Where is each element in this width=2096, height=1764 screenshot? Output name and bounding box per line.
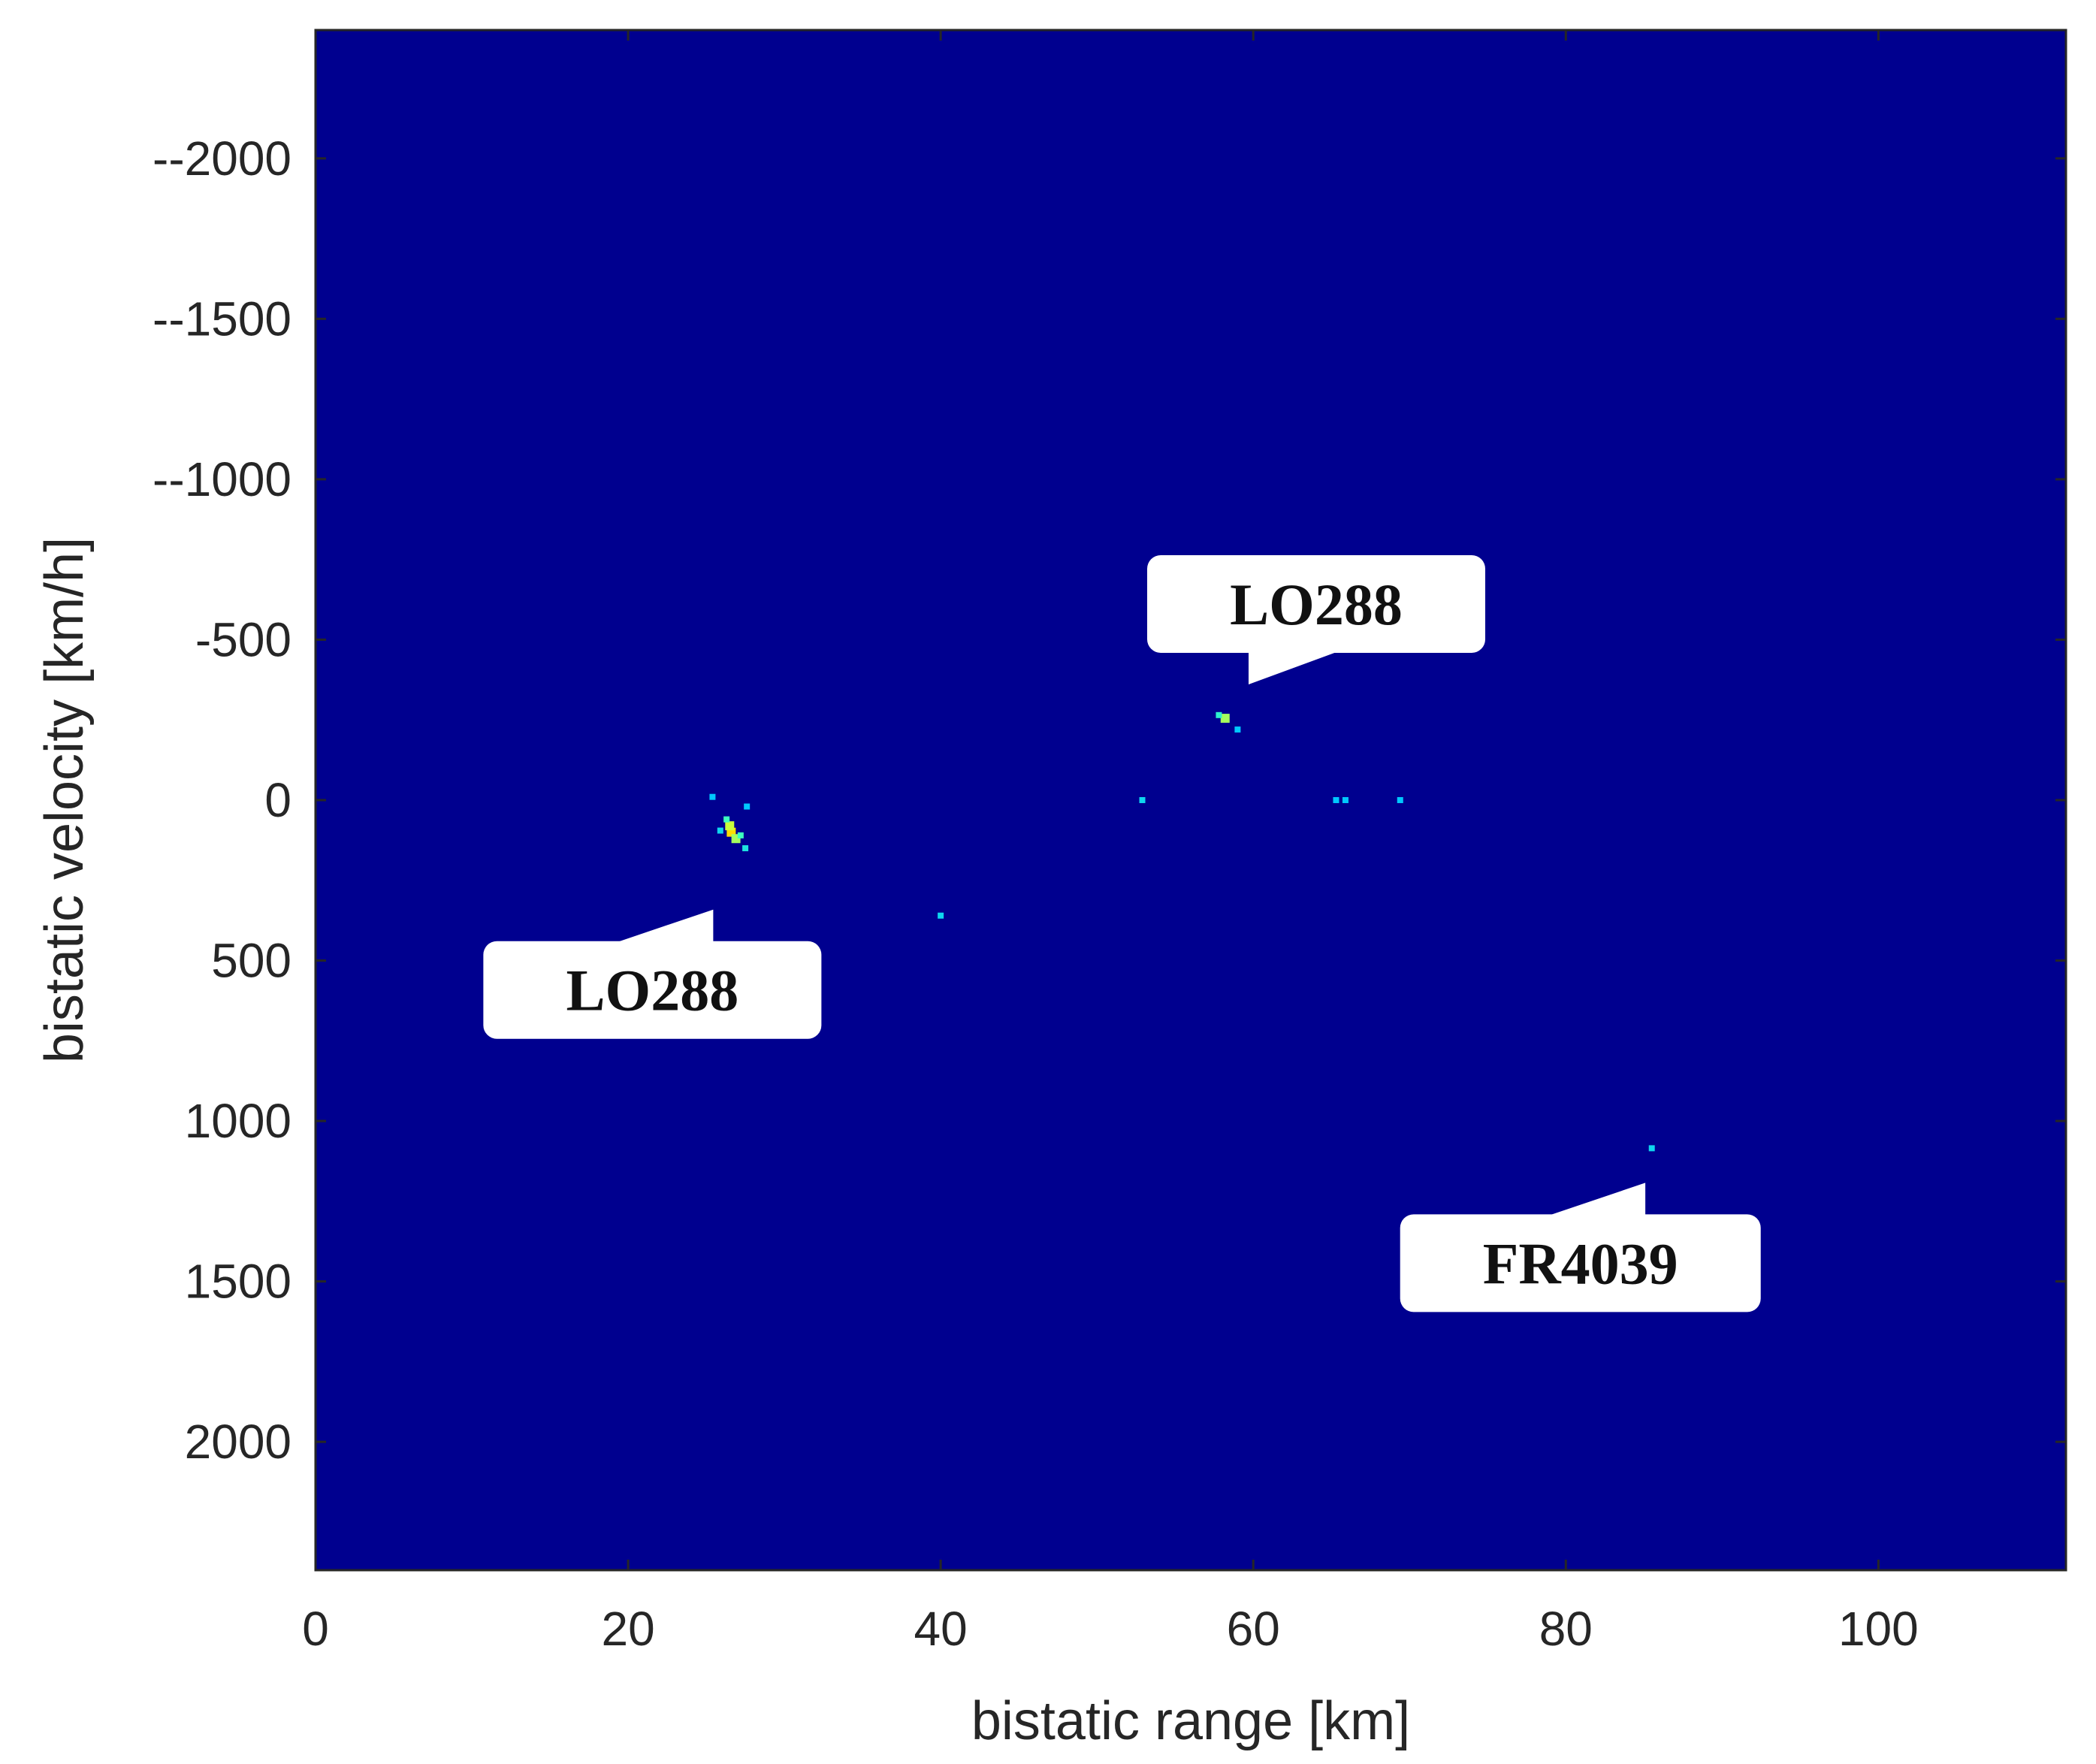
x-tick-label: 60 bbox=[1227, 1602, 1280, 1656]
x-tick-label: 20 bbox=[601, 1602, 654, 1656]
data-point bbox=[744, 803, 751, 810]
callout: FR4039 bbox=[1400, 1183, 1761, 1312]
y-tick-label: -500 bbox=[195, 612, 291, 666]
y-tick-label: --1500 bbox=[153, 291, 291, 346]
annotations: LO288 LO288 FR4039 bbox=[483, 554, 1761, 1312]
y-tick-label: 2000 bbox=[185, 1415, 291, 1469]
callout-pointer bbox=[615, 909, 714, 943]
plot-area bbox=[316, 30, 2066, 1570]
callout-box bbox=[483, 941, 822, 1039]
data-point bbox=[1342, 797, 1349, 803]
data-point bbox=[1139, 797, 1146, 803]
data-point bbox=[1216, 711, 1222, 718]
callout-pointer bbox=[1249, 651, 1339, 684]
data-point bbox=[1220, 714, 1230, 723]
data-point bbox=[723, 816, 730, 823]
data-point bbox=[737, 832, 744, 838]
data-point bbox=[1333, 797, 1339, 803]
callout-label: LO288 bbox=[566, 958, 739, 1023]
callout-pointer bbox=[1548, 1183, 1646, 1216]
plot-frame bbox=[314, 29, 2067, 1572]
x-tick-label: 80 bbox=[1539, 1602, 1593, 1656]
data-point bbox=[1234, 726, 1241, 733]
callout: LO288 bbox=[483, 909, 822, 1039]
y-tick-label: --2000 bbox=[153, 131, 291, 186]
callout-label: FR4039 bbox=[1483, 1231, 1678, 1296]
x-tick-label: 0 bbox=[302, 1602, 329, 1656]
y-axis-label: bistatic velocity [km/h] bbox=[35, 537, 95, 1063]
data-point bbox=[1648, 1145, 1655, 1152]
data-point bbox=[717, 827, 723, 834]
x-tick-label: 40 bbox=[914, 1602, 968, 1656]
callout: LO288 bbox=[1147, 554, 1486, 684]
axis-ticks: 0 20 40 60 80 100 --2000 --1500 --1000 -500 0 500 10… bbox=[153, 30, 2066, 1656]
data-point bbox=[709, 793, 716, 800]
data-points bbox=[709, 711, 1655, 1152]
data-point bbox=[742, 845, 749, 852]
y-tick-label: 1000 bbox=[185, 1094, 291, 1148]
callout-box bbox=[1147, 554, 1486, 653]
x-tick-label: 100 bbox=[1838, 1602, 1919, 1656]
callout-label: LO288 bbox=[1230, 572, 1403, 637]
y-tick-label: 1500 bbox=[185, 1255, 291, 1309]
y-tick-label: --1000 bbox=[153, 452, 291, 506]
data-point bbox=[1397, 797, 1403, 803]
y-tick-label: 0 bbox=[264, 773, 291, 827]
y-tick-label: 500 bbox=[211, 934, 291, 988]
x-axis-label: bistatic range [km] bbox=[971, 1691, 1410, 1751]
data-point bbox=[938, 912, 944, 919]
data-point bbox=[725, 821, 735, 831]
callout-box bbox=[1400, 1214, 1761, 1312]
